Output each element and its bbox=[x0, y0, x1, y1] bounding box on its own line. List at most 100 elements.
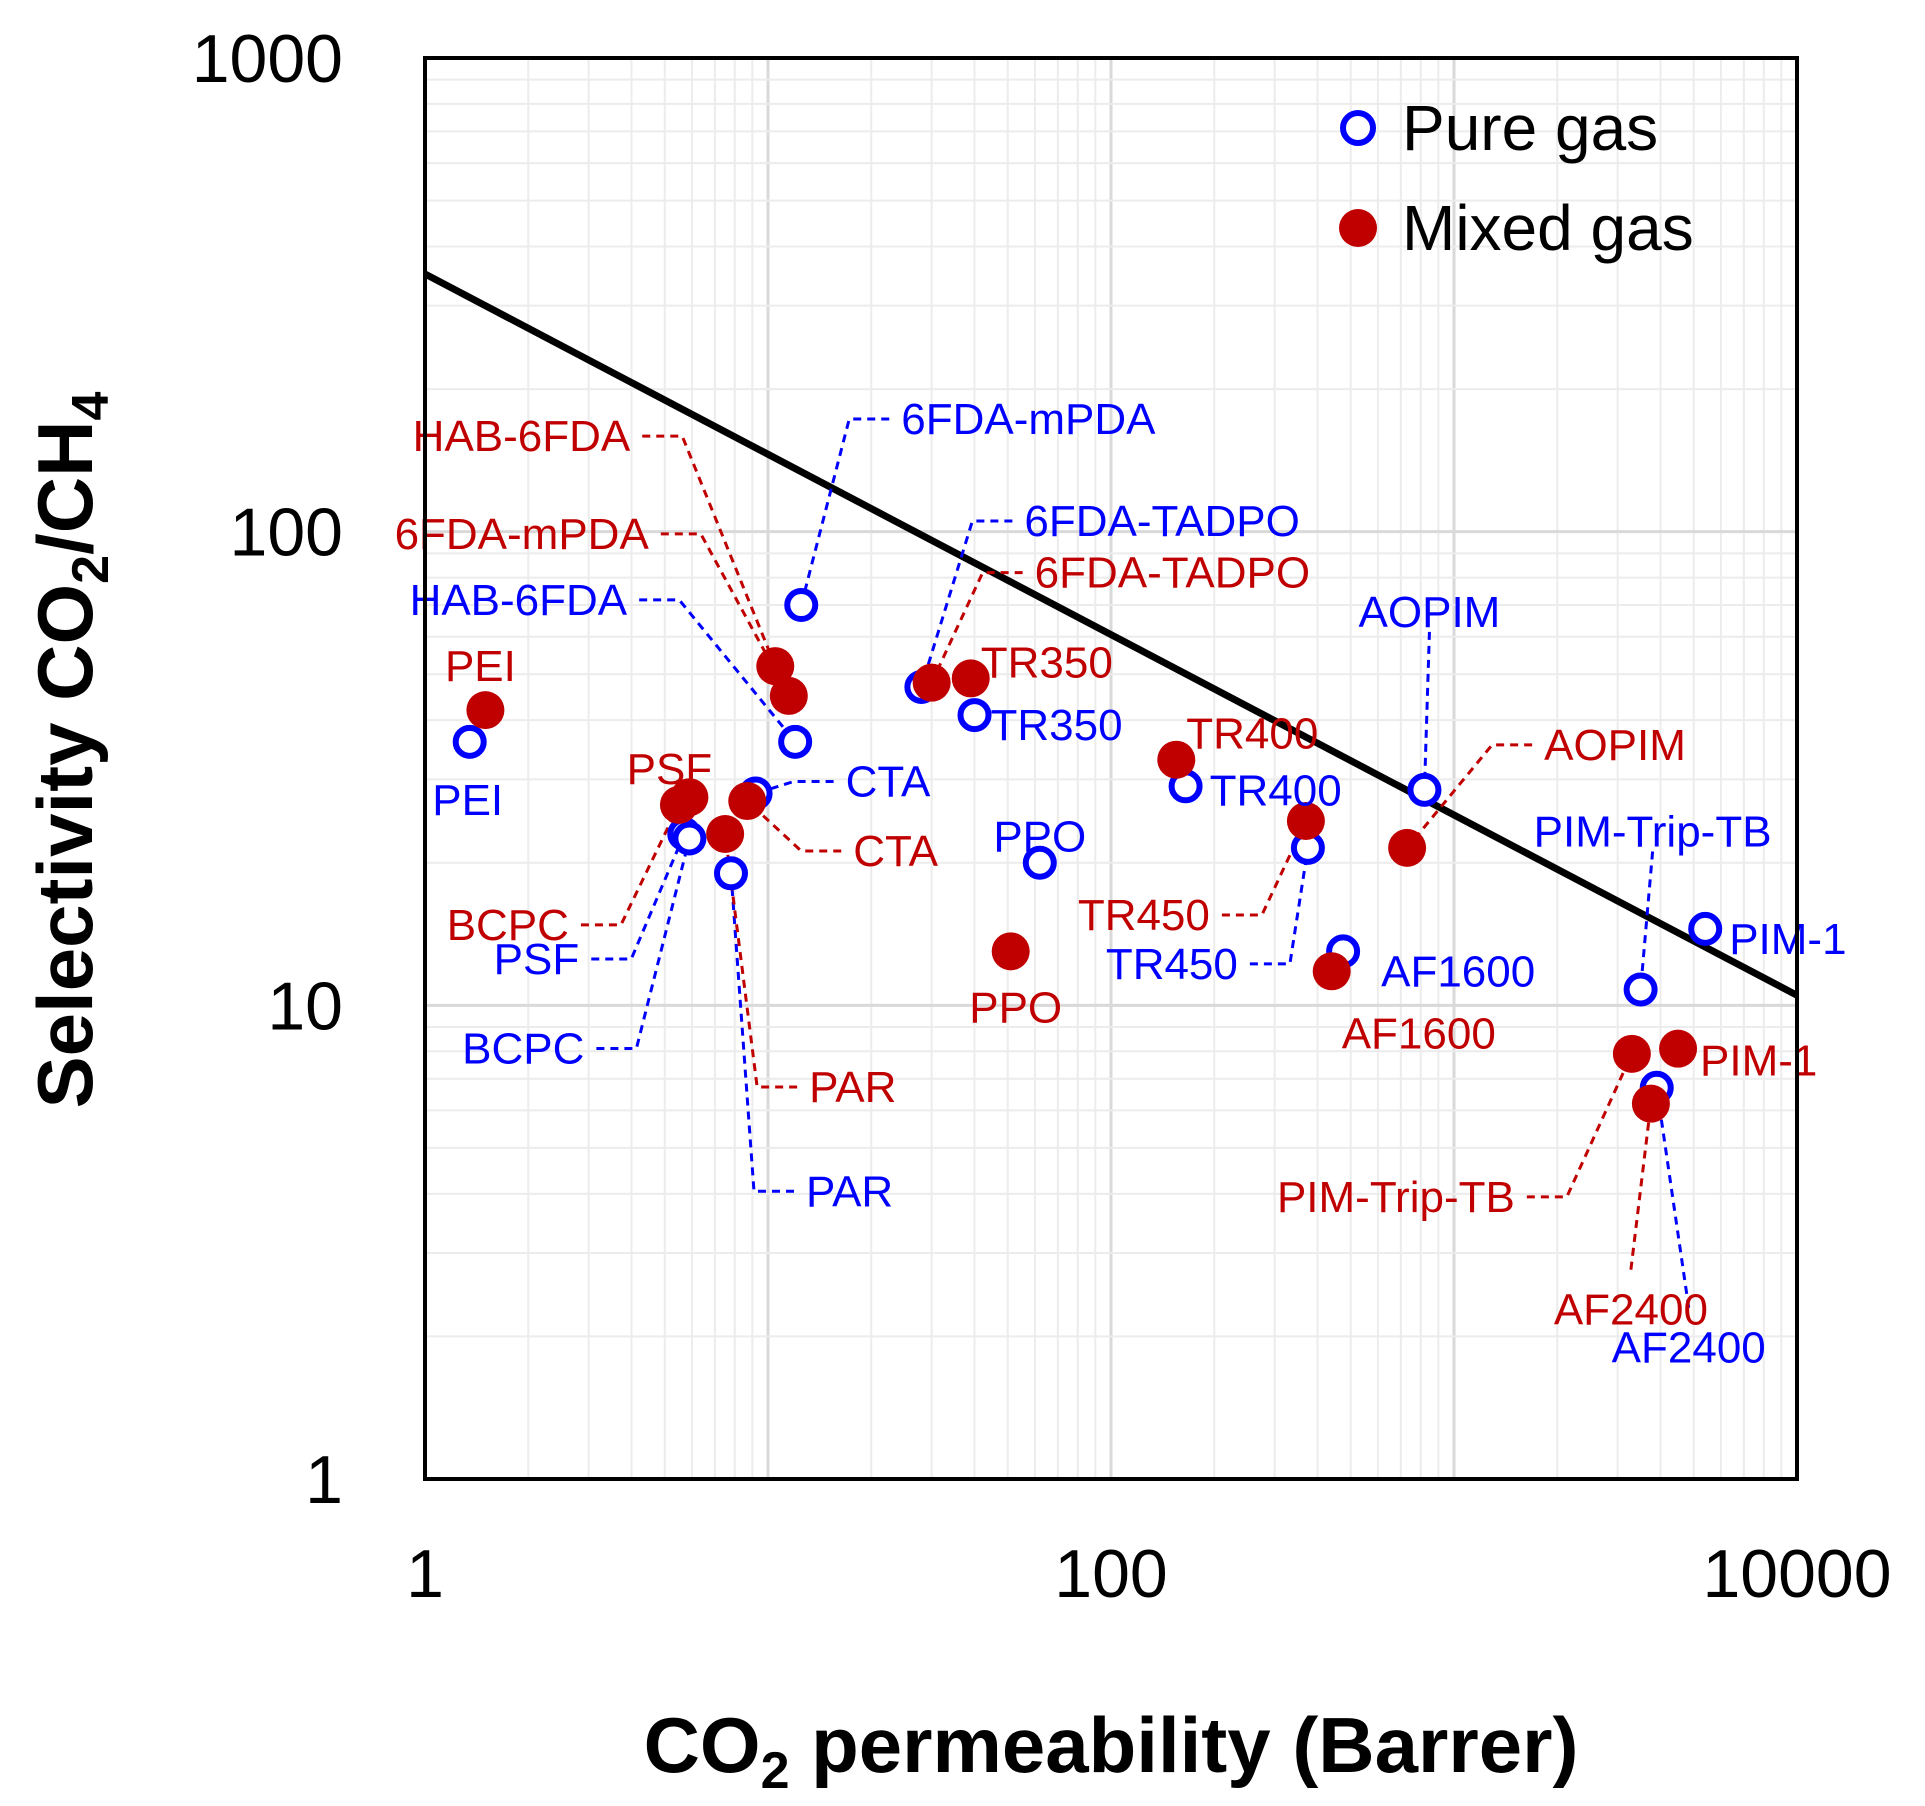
pure-label-par: PAR bbox=[806, 1167, 893, 1216]
pure-leader-af2400 bbox=[1655, 1087, 1691, 1308]
pure-label-cta: CTA bbox=[846, 758, 931, 807]
y-tick-label: 1000 bbox=[192, 21, 343, 97]
pure-label-6fda-tadpo: 6FDA-TADPO bbox=[1024, 497, 1299, 546]
mixed-label-6fda-mpda: 6FDA-mPDA bbox=[395, 510, 650, 559]
mixed-label-aopim: AOPIM bbox=[1544, 721, 1686, 770]
mixed-label-par: PAR bbox=[809, 1063, 896, 1112]
pure-label-hab-6fda: HAB-6FDA bbox=[410, 576, 628, 625]
legend-marker-mixed bbox=[1339, 209, 1377, 247]
mixed-point-cta bbox=[728, 782, 767, 821]
x-tick-label: 100 bbox=[1054, 1536, 1167, 1612]
pure-point-pei bbox=[452, 724, 487, 759]
y-axis-title: Selectivity CO2/CH4 bbox=[21, 392, 120, 1109]
x-tick-label: 10000 bbox=[1702, 1536, 1891, 1612]
legend-marker-pure bbox=[1340, 110, 1376, 146]
mixed-point-tr350 bbox=[951, 659, 990, 698]
pure-leader-psf bbox=[591, 833, 686, 961]
y-axis-title-sub2: 4 bbox=[62, 392, 120, 421]
mixed-label-tr450: TR450 bbox=[1078, 891, 1210, 940]
mixed-leader-bcpc bbox=[580, 804, 681, 927]
upper-bound-line bbox=[423, 270, 1799, 999]
point-labels: PEIPSFBCPCPARCTAHAB-6FDA6FDA-mPDA6FDA-TA… bbox=[395, 395, 1847, 1373]
pure-label-tr400: TR400 bbox=[1210, 766, 1342, 815]
mixed-leader-cta bbox=[746, 799, 842, 853]
pure-leader-tr450 bbox=[1249, 847, 1310, 966]
pure-label-6fda-mpda: 6FDA-mPDA bbox=[901, 395, 1156, 444]
mixed-point-6fda-tadpo bbox=[912, 663, 951, 702]
pure-leader-par bbox=[729, 873, 794, 1193]
y-axis-title-pre: Selectivity CO bbox=[21, 584, 109, 1109]
mixed-point-ppo bbox=[991, 932, 1030, 971]
mixed-label-af1600: AF1600 bbox=[1342, 1009, 1496, 1058]
mixed-point-hab-6fda bbox=[756, 647, 795, 686]
pure-point-bcpc bbox=[672, 821, 707, 856]
mixed-point-pim-1 bbox=[1659, 1029, 1698, 1068]
mixed-leader-aopim bbox=[1405, 743, 1533, 849]
x-axis-title-post: permeability (Barrer) bbox=[789, 1701, 1578, 1789]
pure-point-ppo bbox=[1022, 845, 1057, 880]
mixed-label-tr400: TR400 bbox=[1186, 710, 1318, 759]
mixed-label-ppo: PPO bbox=[969, 983, 1062, 1032]
mixed-point-pei bbox=[466, 691, 505, 730]
mixed-label-psf: PSF bbox=[627, 745, 713, 794]
x-axis-title: CO2 permeability (Barrer) bbox=[644, 1701, 1579, 1800]
pure-leader-bcpc bbox=[596, 838, 691, 1051]
mixed-label-6fda-tadpo: 6FDA-TADPO bbox=[1035, 549, 1310, 598]
mixed-label-pim-trip-tb: PIM-Trip-TB bbox=[1277, 1173, 1515, 1222]
pure-label-tr450: TR450 bbox=[1106, 940, 1238, 989]
pure-point-aopim bbox=[1407, 772, 1442, 807]
mixed-leader-pim-trip-tb bbox=[1526, 1053, 1634, 1199]
pure-leader-6fda-mpda bbox=[799, 417, 890, 606]
tick-labels: 1 100 10000 1 10 100 1000 bbox=[192, 21, 1892, 1612]
mixed-point-pim-trip-tb bbox=[1612, 1034, 1651, 1073]
pure-leader-aopim bbox=[1422, 631, 1431, 790]
mixed-point-tr400 bbox=[1157, 740, 1196, 779]
upper-bound-line-group bbox=[423, 270, 1799, 999]
pure-point-6fda-mpda bbox=[784, 588, 819, 623]
pure-leader-pim-trip-tb bbox=[1639, 851, 1655, 990]
mixed-label-af2400: AF2400 bbox=[1554, 1286, 1708, 1335]
mixed-label-pei: PEI bbox=[445, 642, 516, 691]
pure-leader-6fda-tadpo bbox=[919, 519, 1013, 688]
mixed-label-cta: CTA bbox=[853, 827, 938, 876]
pure-point-pim-1 bbox=[1688, 911, 1723, 946]
legend-label-pure: Pure gas bbox=[1402, 92, 1658, 164]
legend: Pure gas Mixed gas bbox=[1339, 92, 1694, 264]
pure-point-pim-trip-tb bbox=[1623, 972, 1658, 1007]
mixed-label-tr350: TR350 bbox=[981, 638, 1113, 687]
pure-label-psf: PSF bbox=[494, 935, 580, 984]
y-tick-label: 1 bbox=[305, 1442, 343, 1518]
mixed-leader-af2400 bbox=[1629, 1103, 1653, 1270]
mixed-point-af2400 bbox=[1631, 1084, 1670, 1123]
x-tick-label: 1 bbox=[406, 1536, 444, 1612]
pure-point-par bbox=[713, 856, 748, 891]
pure-point-tr350 bbox=[957, 698, 992, 733]
label-leader-lines bbox=[580, 417, 1691, 1308]
data-points bbox=[452, 588, 1723, 1123]
plot-frame bbox=[423, 56, 1799, 1481]
mixed-label-bcpc: BCPC bbox=[447, 901, 569, 950]
pure-label-tr350: TR350 bbox=[991, 701, 1123, 750]
pure-label-ppo: PPO bbox=[993, 813, 1086, 862]
y-tick-label: 10 bbox=[267, 968, 343, 1044]
mixed-point-6fda-mpda bbox=[769, 676, 808, 715]
mixed-leader-par bbox=[723, 833, 798, 1089]
mixed-label-pim-1: PIM-1 bbox=[1700, 1037, 1817, 1086]
x-axis-title-sub: 2 bbox=[761, 1742, 790, 1800]
y-tick-label: 100 bbox=[230, 495, 343, 571]
pure-label-af1600: AF1600 bbox=[1381, 947, 1535, 996]
mixed-point-par bbox=[706, 814, 745, 853]
pure-point-hab-6fda bbox=[778, 724, 813, 759]
pure-label-pei: PEI bbox=[432, 776, 503, 825]
mixed-label-hab-6fda: HAB-6FDA bbox=[413, 412, 631, 461]
pure-label-aopim: AOPIM bbox=[1359, 588, 1501, 637]
pure-label-pim-trip-tb: PIM-Trip-TB bbox=[1534, 808, 1772, 857]
legend-label-mixed: Mixed gas bbox=[1402, 192, 1694, 264]
pure-label-bcpc: BCPC bbox=[462, 1025, 584, 1074]
pure-label-af2400: AF2400 bbox=[1612, 1324, 1766, 1373]
mixed-point-af1600 bbox=[1312, 952, 1351, 991]
pure-label-pim-1: PIM-1 bbox=[1729, 915, 1846, 964]
y-axis-title-mid: /CH bbox=[21, 421, 109, 555]
mixed-point-tr450 bbox=[1286, 801, 1325, 840]
